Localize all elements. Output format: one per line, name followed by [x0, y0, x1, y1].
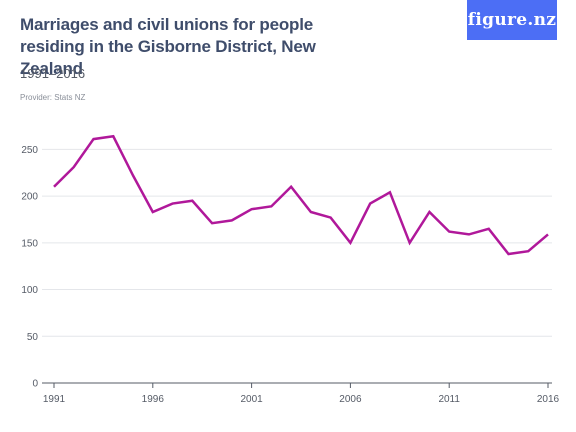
gridlines — [42, 148, 552, 384]
y-axis-ticks: 0 50 100 150 200 250 — [21, 145, 38, 390]
data-point[interactable]: 2011: 162 — [444, 227, 454, 237]
chart-subtitle: 1991–2016 — [20, 66, 86, 81]
data-point[interactable]: 2016: 159 — [543, 229, 553, 239]
y-tick-label: 150 — [21, 238, 38, 249]
provider-label: Provider: Stats NZ — [20, 93, 86, 102]
y-tick-label: 0 — [32, 379, 38, 390]
series-line — [53, 134, 549, 256]
x-tick-label: 2016 — [537, 394, 560, 405]
y-tick-label: 100 — [21, 285, 38, 296]
x-tick-label: 1991 — [43, 394, 66, 405]
data-point[interactable]: 2006: 150 — [345, 238, 355, 248]
y-tick-label: 200 — [21, 192, 38, 203]
data-point[interactable]: 1996: 183 — [148, 207, 158, 217]
series-group — [53, 134, 549, 256]
figure-nz-logo[interactable]: figure.nz — [467, 0, 557, 40]
data-point[interactable]: 2014: 138 — [503, 249, 513, 259]
data-point[interactable]: 2013: 165 — [484, 224, 494, 234]
data-point[interactable]: 2008: 204 — [385, 187, 395, 197]
data-point[interactable]: 1995: 222 — [128, 171, 138, 181]
chart-title: Marriages and civil unions for people re… — [20, 15, 316, 78]
data-point[interactable]: 2004: 183 — [306, 207, 316, 217]
data-point[interactable]: 2000: 174 — [227, 215, 237, 225]
y-tick-label: 250 — [21, 145, 38, 156]
x-tick-label: 2006 — [339, 394, 362, 405]
data-point[interactable]: 2005: 177 — [326, 213, 336, 223]
data-point[interactable]: 1998: 195 — [187, 196, 197, 206]
data-point[interactable]: 1993: 261 — [89, 134, 99, 144]
data-point[interactable]: 1994: 264 — [108, 131, 118, 141]
data-point[interactable]: 2010: 183 — [424, 207, 434, 217]
data-point[interactable]: 2009: 150 — [405, 238, 415, 248]
x-tick-label: 1996 — [142, 394, 165, 405]
x-tick-label: 2001 — [240, 394, 263, 405]
data-point[interactable]: 2007: 192 — [365, 199, 375, 209]
data-point[interactable]: 1997: 192 — [168, 199, 178, 209]
x-axis-ticks: 1991 1996 2001 2006 2011 2016 — [43, 383, 560, 405]
data-point[interactable]: 2003: 210 — [286, 182, 296, 192]
x-tick-label: 2011 — [438, 394, 460, 405]
data-points: 1991: 210 1992: 231 1993: 261 1994: 264 1995… — [49, 131, 553, 259]
data-point[interactable]: 1992: 231 — [69, 162, 79, 172]
data-point[interactable]: 2012: 159 — [464, 229, 474, 239]
data-point[interactable]: 1999: 171 — [207, 218, 217, 228]
data-point[interactable]: 2001: 186 — [247, 204, 257, 214]
data-point[interactable]: 2015: 141 — [523, 246, 533, 256]
data-point[interactable]: 1991: 210 — [49, 182, 59, 192]
y-tick-label: 50 — [27, 332, 39, 343]
